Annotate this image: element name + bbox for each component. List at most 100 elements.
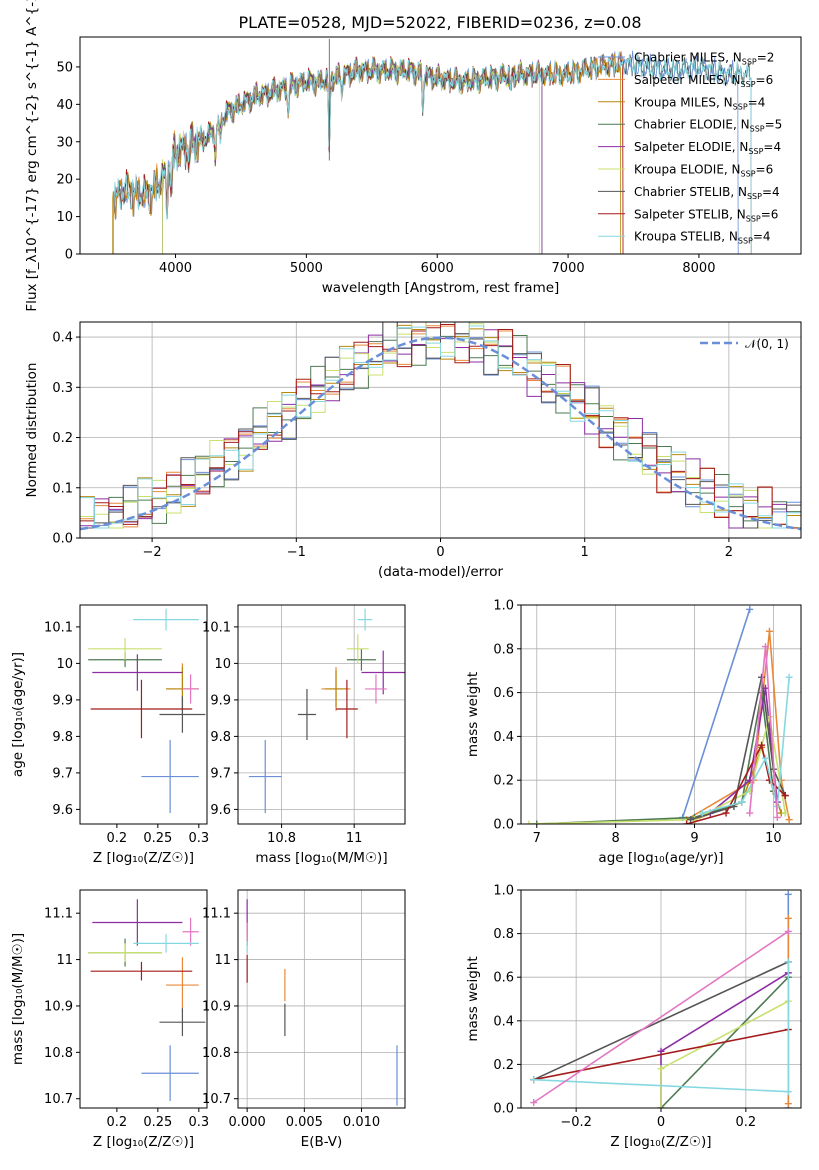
axes-mass_vs_ebv: 0.000 0.005 0.010 10.7 10.8 10.9 11 11.1 E(B-V) [202, 889, 406, 1150]
spectrum-series-line [162, 58, 540, 254]
plot-area-mass_vs_Z [88, 899, 206, 1102]
y-tick-label: 0.6 [493, 686, 514, 701]
y-tick-label: 1.0 [493, 599, 514, 614]
y-tick-label: 0.2 [493, 1058, 514, 1073]
errorbar-point [92, 899, 183, 946]
x-tick-label: 7000 [552, 261, 585, 276]
legend-label: Chabrier STELIB, NSSP=4 [634, 185, 780, 201]
y-tick-label: 9.6 [210, 803, 231, 818]
y-tick-label: 11.1 [44, 907, 73, 922]
y-tick-label: 30 [56, 135, 73, 150]
axes-age_vs_Z: 0.2 0.25 0.3 9.6 9.7 9.8 9.9 10 10.1 Z [log₁₀(Z/Z… [10, 604, 209, 866]
axes-massweight_vs_Z: −0.2 0 0.2 0.0 0.2 0.4 0.6 0.8 1.0 Z [log₁₀(Z/Z☉)… [465, 884, 802, 1150]
axes-frame [520, 604, 802, 825]
massweight-marker [781, 809, 789, 817]
axes-frame [79, 36, 802, 255]
axes-frame [79, 889, 208, 1109]
x-tick-label: 1 [581, 545, 589, 560]
axes-massweight_vs_age: 7 8 9 10 0.0 0.2 0.4 0.6 0.8 1.0 age [log₁₀(age/yr… [465, 599, 802, 866]
errorbar-point [133, 934, 199, 953]
massweight-marker [784, 1100, 792, 1108]
x-tick-label: 0.3 [188, 831, 209, 846]
errorbar-point [346, 648, 376, 671]
x-tick-label: 10 [765, 831, 782, 846]
x-tick-label: 0.000 [229, 1115, 266, 1130]
legend-label: Kroupa MILES, NSSP=4 [634, 95, 765, 111]
y-tick-label: 10.8 [202, 1046, 231, 1061]
y-tick-label: 20 [56, 173, 73, 188]
y-axis-label: age [log₁₀(age/yr)] [10, 652, 26, 777]
y-tick-label: 1.0 [493, 884, 514, 899]
x-axis-label: Z [log₁₀(Z/Z☉)] [93, 850, 194, 866]
axes-residuals: −2 −1 0 1 2 0.0 0.1 0.2 0.3 0.4 (data-model)/error… [24, 321, 802, 580]
x-tick-label: −0.2 [560, 1115, 592, 1130]
y-tick-label: 10.1 [44, 620, 73, 635]
x-tick-label: 11 [346, 831, 363, 846]
x-tick-label: 0.005 [286, 1115, 323, 1130]
y-axis-label: mass weight [465, 956, 481, 1041]
massweight-marker [687, 816, 695, 824]
y-tick-label: 0 [65, 248, 73, 263]
y-tick-label: 0.4 [493, 730, 514, 745]
figure-title: PLATE=0528, MJD=52022, FIBERID=0236, z=0… [238, 13, 641, 32]
massweight-marker [530, 1099, 538, 1107]
errorbar-point [141, 740, 199, 814]
y-tick-label: 9.9 [52, 693, 73, 708]
legend-label: Kroupa STELIB, NSSP=4 [634, 230, 771, 246]
legend-label: Chabrier MILES, NSSP=2 [634, 51, 774, 67]
errorbar-point [361, 650, 405, 695]
x-axis-label: (data-model)/error [378, 564, 504, 580]
y-axis-label: Flux [f_λ10^{-17} erg cm^{-2} s^{-1} A^{… [24, 0, 40, 312]
x-tick-label: 2 [725, 545, 733, 560]
y-tick-label: 11.1 [202, 907, 231, 922]
massweight-marker [784, 958, 792, 966]
y-tick-label: 11 [214, 953, 231, 968]
x-tick-label: −1 [287, 545, 306, 560]
errorbar-point [357, 608, 373, 631]
y-tick-label: 50 [56, 60, 73, 75]
massweight-marker [765, 776, 773, 784]
x-tick-label: 5000 [290, 261, 323, 276]
massweight-marker [765, 627, 773, 635]
massweight-series-line [533, 1028, 789, 1081]
y-tick-label: 10.7 [44, 1092, 73, 1107]
errorbar-point [90, 961, 193, 981]
x-tick-label: 0.3 [188, 1115, 209, 1130]
y-tick-label: 0.4 [493, 1014, 514, 1029]
gaussian-curve [80, 336, 801, 531]
errorbar-point [159, 696, 206, 733]
y-tick-label: 10.1 [202, 620, 231, 635]
plot-area-spectrum [112, 38, 752, 254]
massweight-marker [785, 673, 793, 681]
axes-frame [79, 604, 208, 825]
x-axis-label: age [log₁₀(age/yr)] [598, 850, 723, 866]
y-tick-label: 10.7 [202, 1092, 231, 1107]
x-tick-label: 0 [436, 545, 444, 560]
axes-frame [237, 889, 406, 1109]
errorbar-point [336, 679, 358, 739]
x-tick-label: 8000 [682, 261, 715, 276]
y-tick-label: 40 [56, 98, 73, 113]
legend-label: Salpeter ELODIE, NSSP=4 [634, 140, 781, 156]
errorbar-point [133, 608, 199, 631]
axes-mass_vs_Z: 0.2 0.25 0.3 10.7 10.8 10.9 11 11.1 Z [log₁₀(Z/Z… [10, 889, 209, 1150]
x-tick-label: 10.8 [267, 831, 296, 846]
errorbar-point [88, 943, 162, 962]
y-tick-label: 9.8 [52, 730, 73, 745]
errorbar-point [159, 1008, 206, 1037]
histogram-series [80, 325, 801, 538]
errorbar-point [92, 654, 183, 691]
x-tick-label: 8 [612, 831, 620, 846]
x-tick-label: 0.25 [143, 1115, 172, 1130]
x-tick-label: −2 [143, 545, 162, 560]
y-tick-label: 0.1 [52, 481, 73, 496]
x-axis-label: wavelength [Angstrom, rest frame] [322, 280, 560, 296]
errorbar-point [182, 674, 199, 704]
y-tick-label: 11 [56, 953, 73, 968]
x-axis-label: mass [log₁₀(M/M☉)] [255, 850, 387, 866]
spectrum-series-line [161, 57, 543, 254]
errorbar-point [166, 957, 199, 1013]
massweight-series-line [533, 961, 789, 1081]
massweight-marker [758, 741, 766, 749]
